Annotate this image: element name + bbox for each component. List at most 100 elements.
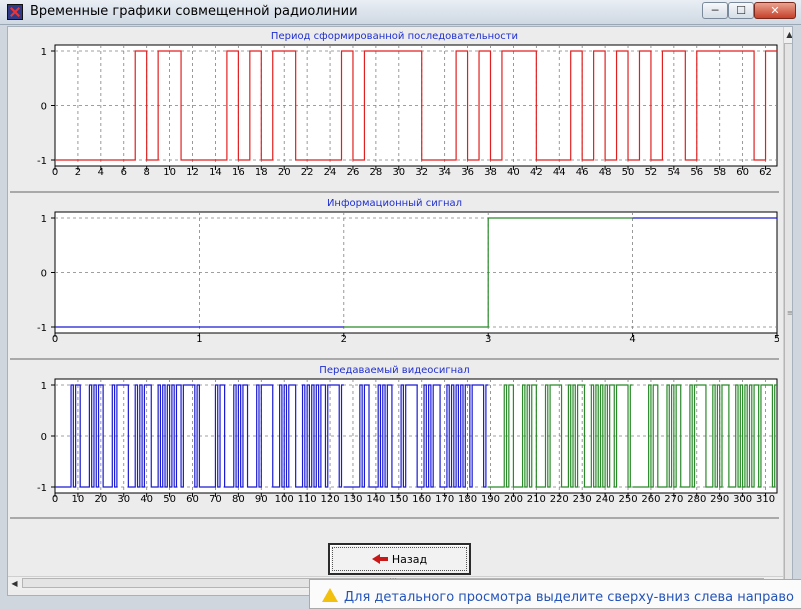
- x-tick-label: 46: [576, 167, 589, 178]
- back-button-face: Назад: [332, 547, 467, 571]
- x-tick-label: 230: [573, 494, 592, 505]
- x-tick-label: 60: [736, 167, 749, 178]
- x-tick-label: 0: [52, 494, 58, 505]
- vertical-scrollbar[interactable]: ▲ ≡: [783, 27, 793, 587]
- x-tick-label: 30: [117, 494, 130, 505]
- x-tick-label: 190: [481, 494, 500, 505]
- chart-panel-video: Передаваемый видеосигнал 0 10 20 30 40 50 60 70…: [10, 361, 779, 519]
- scroll-up-icon[interactable]: ▲: [786, 30, 793, 39]
- x-tick-label: 2: [341, 334, 347, 345]
- status-text: Для детального просмотра выделите сверху…: [344, 590, 794, 605]
- x-tick-label: 90: [255, 494, 268, 505]
- y-tick-label: 1: [41, 381, 47, 392]
- x-tick-label: 160: [412, 494, 431, 505]
- x-tick-label: 12: [186, 167, 199, 178]
- x-tick-label: 52: [645, 167, 658, 178]
- x-tick-label: 310: [756, 494, 775, 505]
- y-tick-label: -1: [37, 483, 47, 494]
- x-tick-label: 22: [301, 167, 314, 178]
- x-tick-label: 270: [664, 494, 683, 505]
- grip-icon: ≡: [787, 309, 793, 317]
- x-tick-label: 56: [690, 167, 703, 178]
- x-tick-label: 36: [461, 167, 474, 178]
- scroll-thumb[interactable]: ≡: [784, 43, 793, 583]
- signal-line: [55, 50, 777, 161]
- x-tick-label: 110: [298, 494, 317, 505]
- x-tick-label: 4: [98, 167, 104, 178]
- x-tick-label: 60: [186, 494, 199, 505]
- x-tick-label: 42: [530, 167, 543, 178]
- x-tick-label: 220: [550, 494, 569, 505]
- x-tick-label: 300: [733, 494, 752, 505]
- title-bar: Временные графики совмещенной радиолинии…: [0, 0, 801, 25]
- x-tick-label: 58: [713, 167, 726, 178]
- x-tick-label: 100: [275, 494, 294, 505]
- minimize-button[interactable]: ─: [702, 2, 728, 19]
- x-tick-label: 3: [485, 334, 491, 345]
- maximize-button[interactable]: ☐: [728, 2, 754, 19]
- x-tick-label: 40: [140, 494, 153, 505]
- x-tick-label: 20: [278, 167, 291, 178]
- chart-sequence: 0 2 4 6 8 10 12 14 16 18 20 22 24 26 28 30 32 34 36 38 40 42 4…: [37, 44, 778, 178]
- signal-line: [488, 384, 633, 488]
- x-tick-label: 28: [370, 167, 383, 178]
- x-tick-label: 200: [504, 494, 523, 505]
- x-tick-label: 32: [415, 167, 428, 178]
- x-tick-label: 14: [209, 167, 222, 178]
- arrow-left-icon: [371, 554, 388, 564]
- x-tick-label: 44: [553, 167, 566, 178]
- x-tick-label: 70: [209, 494, 222, 505]
- x-tick-label: 240: [596, 494, 615, 505]
- y-tick-label: 1: [41, 214, 47, 225]
- window-title: Временные графики совмещенной радиолинии: [30, 4, 358, 19]
- x-tick-label: 0: [52, 167, 58, 178]
- chart-panel-sequence: Период сформированной последовательности…: [10, 27, 779, 193]
- x-tick-label: 26: [347, 167, 360, 178]
- signal-line: [343, 217, 633, 328]
- x-tick-label: 50: [622, 167, 635, 178]
- y-tick-label: 0: [41, 432, 47, 443]
- x-tick-label: 48: [599, 167, 612, 178]
- y-tick-label: -1: [37, 323, 47, 334]
- chart-title: Передаваемый видеосигнал: [319, 365, 470, 376]
- x-tick-label: 34: [438, 167, 451, 178]
- signal-line: [55, 384, 344, 488]
- x-tick-label: 180: [458, 494, 477, 505]
- x-tick-label: 290: [710, 494, 729, 505]
- chart-title: Информационный сигнал: [326, 198, 463, 209]
- x-tick-label: 6: [121, 167, 127, 178]
- close-button[interactable]: ✕: [754, 2, 796, 19]
- x-tick-label: 18: [255, 167, 268, 178]
- chart-title: Период сформированной последовательности: [270, 31, 519, 42]
- status-tooltip: Для детального просмотра выделите сверху…: [309, 579, 801, 609]
- x-tick-label: 250: [618, 494, 637, 505]
- y-tick-label: -1: [37, 156, 47, 167]
- x-tick-label: 62: [759, 167, 772, 178]
- client-area: Период сформированной последовательности…: [7, 26, 793, 596]
- y-tick-label: 0: [41, 269, 47, 280]
- chart-info: 0 1 2 3 4 5 -1 0 1: [37, 211, 779, 345]
- x-tick-label: 54: [667, 167, 680, 178]
- app-icon: [7, 4, 23, 20]
- scroll-left-icon[interactable]: ◀: [11, 579, 18, 588]
- x-tick-label: 5: [774, 334, 779, 345]
- y-tick-label: 0: [41, 102, 47, 113]
- x-tick-label: 170: [435, 494, 454, 505]
- back-button-label: Назад: [391, 552, 428, 566]
- signal-line: [343, 384, 489, 488]
- x-tick-label: 40: [507, 167, 520, 178]
- x-tick-label: 280: [687, 494, 706, 505]
- x-tick-label: 24: [324, 167, 337, 178]
- back-button[interactable]: Назад: [328, 543, 471, 575]
- x-tick-label: 80: [232, 494, 245, 505]
- x-tick-label: 10: [163, 167, 176, 178]
- x-tick-label: 210: [527, 494, 546, 505]
- x-tick-label: 30: [392, 167, 405, 178]
- x-tick-label: 2: [75, 167, 81, 178]
- x-tick-label: 38: [484, 167, 497, 178]
- chart-video: 0 10 20 30 40 50 60 70 80 90 100 110 120 130 140 150 160…: [37, 378, 778, 505]
- x-tick-label: 16: [232, 167, 245, 178]
- chart-panel-info: Информационный сигнал 0 1 2 3 4 5 -1 0 1: [10, 194, 779, 360]
- x-tick-label: 120: [321, 494, 340, 505]
- warning-icon: [322, 588, 338, 602]
